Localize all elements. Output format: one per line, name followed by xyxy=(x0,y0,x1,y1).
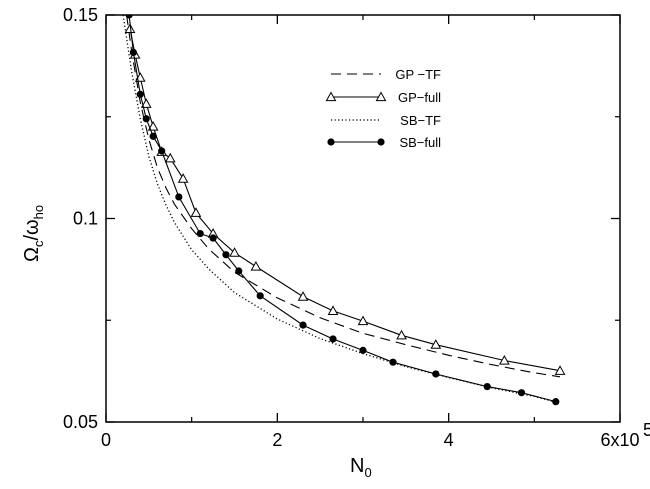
series-3-point-11 xyxy=(256,292,264,300)
y-axis-label-omega-ho: /ω xyxy=(21,219,43,240)
series-1-point-14 xyxy=(357,315,369,326)
series-1-point-8 xyxy=(190,207,202,217)
series-3-point-8 xyxy=(209,234,217,242)
series-3-point-10 xyxy=(235,267,243,275)
y-axis-label: Ωc/ωho xyxy=(21,205,46,262)
axis-tick-labels: 0 2 4 6x10 0.05 0.1 0.15 xyxy=(63,5,640,450)
series-group xyxy=(122,15,566,406)
series-3-point-6 xyxy=(175,193,183,201)
x-tick-exponent: 5 xyxy=(643,420,650,440)
series-3-point-18 xyxy=(517,389,526,397)
series-3-point-14 xyxy=(359,346,367,354)
y-tick-label-1: 0.1 xyxy=(73,209,98,229)
x-tick-label-0: 0 xyxy=(101,430,111,450)
series-3-point-0 xyxy=(125,15,133,19)
legend-marker-left-3 xyxy=(327,138,335,146)
series-3-point-5 xyxy=(158,147,166,155)
series-1-point-0 xyxy=(124,23,136,33)
series-1-point-18 xyxy=(554,365,566,375)
series-clip-group xyxy=(122,15,566,406)
series-line-2 xyxy=(122,15,561,404)
series-1-point-7 xyxy=(177,173,189,183)
legend-marker-left-1 xyxy=(325,91,337,102)
legend-label-2: SB−TF xyxy=(400,113,441,128)
x-tick-label-1: 2 xyxy=(272,430,282,450)
y-axis-label-sub-c: c xyxy=(31,240,46,247)
y-axis-label-omega: Ω xyxy=(21,247,43,262)
series-3-point-2 xyxy=(136,90,144,98)
series-1-point-6 xyxy=(164,152,176,163)
legend: GP −TF GP−full SB−TF SB−full xyxy=(325,67,441,150)
series-3-point-16 xyxy=(432,370,440,378)
series-3-point-12 xyxy=(299,321,307,329)
series-3-point-15 xyxy=(389,358,397,366)
series-3-point-3 xyxy=(142,115,150,123)
series-1-point-15 xyxy=(396,329,407,340)
legend-label-1: GP−full xyxy=(398,90,441,105)
x-tick-label-3: 6x10 xyxy=(600,430,639,450)
series-1-point-13 xyxy=(327,305,339,315)
legend-marker-right-1 xyxy=(375,91,387,102)
series-line-0 xyxy=(126,15,561,378)
y-axis-label-sub-ho: ho xyxy=(31,205,46,219)
y-tick-label-2: 0.15 xyxy=(63,5,98,25)
series-1-point-10 xyxy=(229,247,240,257)
series-3-point-19 xyxy=(552,398,560,406)
axis-ticks xyxy=(105,14,621,423)
series-1-point-11 xyxy=(250,260,262,271)
y-tick-label-0: 0.05 xyxy=(63,412,98,432)
legend-label-3: SB−full xyxy=(399,135,441,150)
series-3-point-9 xyxy=(222,251,230,259)
legend-marker-right-3 xyxy=(377,138,385,146)
x-axis-label-main: N xyxy=(350,455,364,477)
x-axis-label: N0 xyxy=(350,455,372,480)
series-3-point-13 xyxy=(329,335,337,343)
x-tick-label-2: 4 xyxy=(444,430,454,450)
series-3-point-7 xyxy=(196,229,204,238)
series-3-point-17 xyxy=(483,382,491,391)
x-axis-label-sub: 0 xyxy=(364,465,371,480)
series-1-point-4 xyxy=(147,120,159,131)
series-1-point-3 xyxy=(140,98,152,108)
series-1-point-17 xyxy=(499,355,510,365)
series-1-point-12 xyxy=(297,291,309,301)
series-1-point-16 xyxy=(430,339,442,349)
series-3-point-4 xyxy=(149,132,157,140)
legend-label-0: GP −TF xyxy=(395,67,441,82)
series-3-point-1 xyxy=(129,48,138,57)
